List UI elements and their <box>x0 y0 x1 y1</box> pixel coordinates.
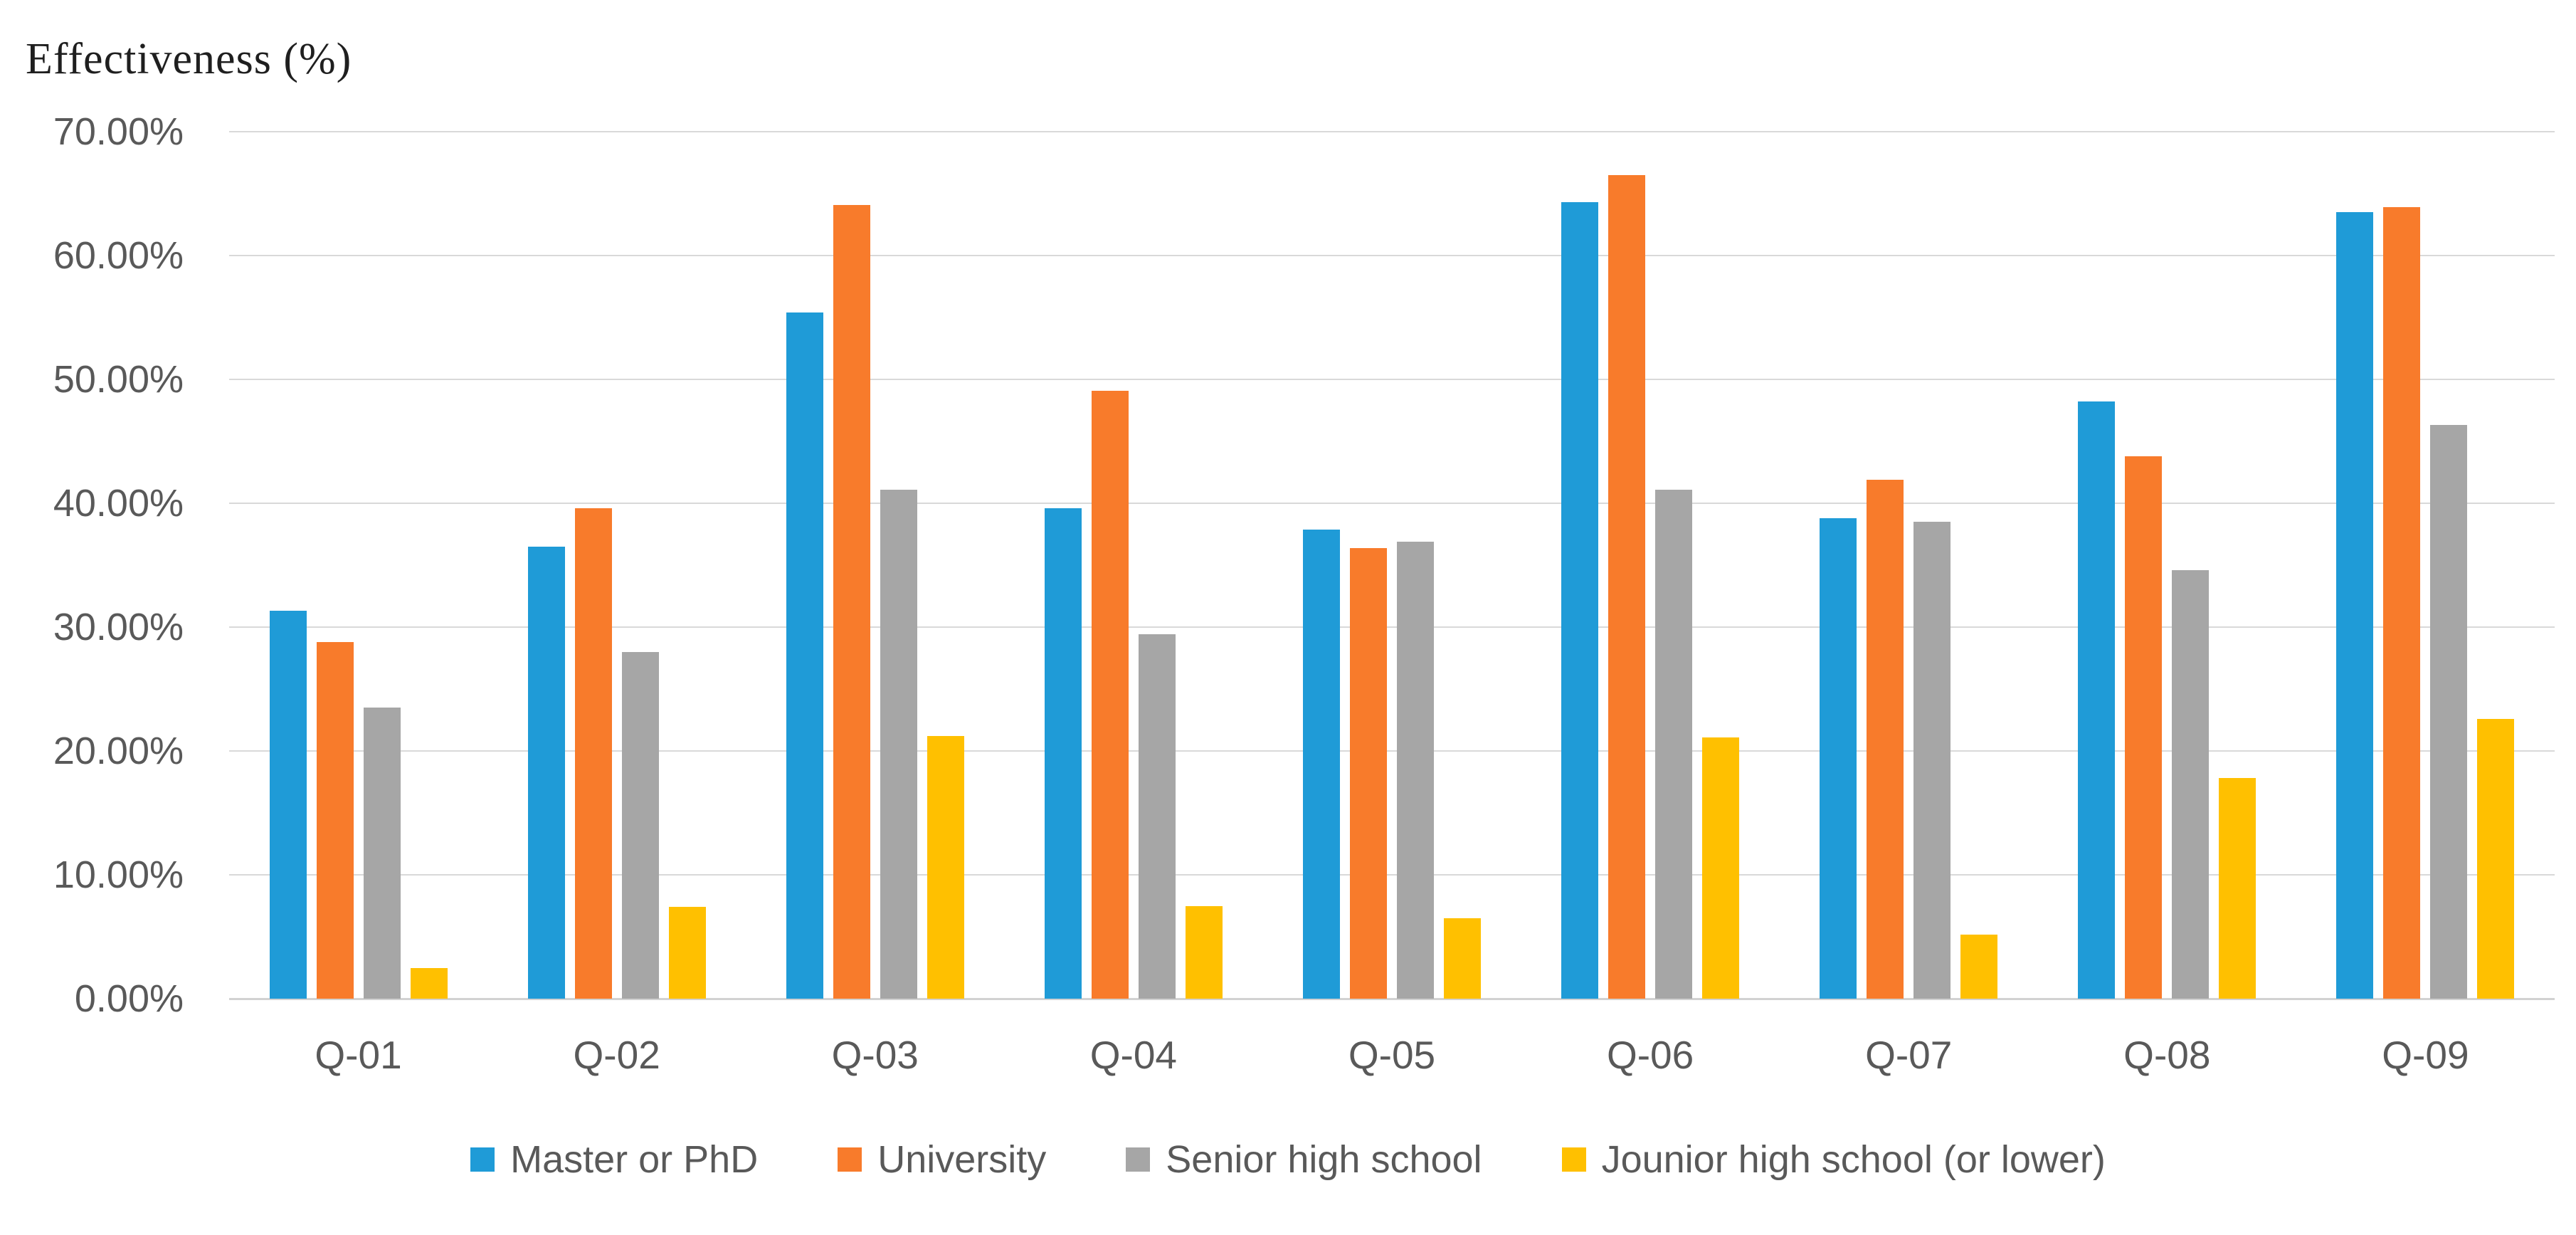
bar-jounior-high-school-or-lower-q-07 <box>1960 934 1998 999</box>
x-tick-label-q-07: Q-07 <box>1865 1033 1953 1077</box>
legend: Master or PhD University Senior high schoo… <box>0 1137 2576 1182</box>
bar-group-q-05 <box>1262 132 1521 999</box>
legend-swatch-master-or-phd <box>470 1147 495 1172</box>
bar-master-or-phd-q-01 <box>269 611 307 999</box>
y-tick-label: 20.00% <box>53 730 184 772</box>
bar-university-q-08 <box>2125 456 2163 999</box>
bar-jounior-high-school-or-lower-q-03 <box>927 736 964 999</box>
y-axis-title: Effectiveness (%) <box>26 35 352 83</box>
y-tick-label: 70.00% <box>53 110 184 153</box>
y-axis-tick-labels: 70.00% 60.00% 50.00% 40.00% 30.00% 20.00% 10.0… <box>28 110 184 1020</box>
bar-groups <box>229 132 2555 999</box>
bar-senior-high-school-q-04 <box>1138 634 1176 999</box>
x-tick-label-q-01: Q-01 <box>315 1033 402 1077</box>
bar-senior-high-school-q-07 <box>1913 522 1951 999</box>
bar-jounior-high-school-or-lower-q-08 <box>2219 778 2256 999</box>
x-tick-label-q-04: Q-04 <box>1089 1033 1178 1077</box>
legend-label: Jounior high school (or lower) <box>1601 1138 2106 1181</box>
bar-university-q-06 <box>1608 174 1646 999</box>
bar-university-q-09 <box>2383 207 2421 999</box>
y-tick-label: 40.00% <box>53 482 184 525</box>
gridline <box>229 874 2555 876</box>
bar-university-q-01 <box>316 641 354 999</box>
legend-label: Master or PhD <box>510 1138 759 1181</box>
bar-senior-high-school-q-06 <box>1655 489 1693 999</box>
bar-group-q-07 <box>1780 132 2038 999</box>
bar-master-or-phd-q-02 <box>527 546 565 999</box>
x-tick-label-q-03: Q-03 <box>831 1033 919 1077</box>
bar-jounior-high-school-or-lower-q-05 <box>1443 918 1481 999</box>
bar-jounior-high-school-or-lower-q-01 <box>410 967 448 999</box>
y-tick-label: 0.00% <box>74 977 184 1020</box>
bar-senior-high-school-q-02 <box>621 651 659 999</box>
bar-university-q-05 <box>1349 547 1387 999</box>
bar-group-q-01 <box>229 132 487 999</box>
plot-area <box>229 131 2555 1000</box>
bar-group-q-03 <box>746 132 1004 999</box>
bar-senior-high-school-q-09 <box>2430 425 2468 999</box>
legend-item-university: University <box>838 1137 1046 1182</box>
bar-master-or-phd-q-04 <box>1044 508 1082 999</box>
bar-university-q-07 <box>1867 479 1904 999</box>
legend-swatch-senior-high-school <box>1126 1147 1151 1172</box>
gridline <box>229 254 2555 256</box>
y-tick-label: 30.00% <box>53 606 184 648</box>
x-tick-label-q-05: Q-05 <box>1348 1033 1436 1077</box>
bar-university-q-03 <box>833 204 870 999</box>
legend-swatch-university <box>838 1147 862 1172</box>
gridline <box>229 626 2555 628</box>
legend-item-jounior-high-school-or-lower: Jounior high school (or lower) <box>1561 1137 2106 1182</box>
bar-senior-high-school-q-01 <box>363 708 401 999</box>
bar-senior-high-school-q-08 <box>2172 569 2210 999</box>
x-tick-label-q-02: Q-02 <box>573 1033 660 1077</box>
bar-jounior-high-school-or-lower-q-09 <box>2477 718 2515 999</box>
bar-master-or-phd-q-03 <box>786 312 823 999</box>
bar-group-q-06 <box>1521 132 1780 999</box>
bar-university-q-02 <box>574 508 612 999</box>
y-tick-label: 60.00% <box>53 234 184 277</box>
x-tick-label-q-06: Q-06 <box>1606 1033 1694 1077</box>
bar-group-q-08 <box>2038 132 2296 999</box>
gridline <box>229 131 2555 132</box>
bar-master-or-phd-q-05 <box>1302 529 1340 999</box>
gridlines <box>229 131 2555 1000</box>
gridline <box>229 378 2555 380</box>
bar-jounior-high-school-or-lower-q-04 <box>1185 905 1223 999</box>
legend-item-master-or-phd: Master or PhD <box>470 1137 758 1182</box>
bar-master-or-phd-q-09 <box>2336 212 2374 999</box>
bar-group-q-02 <box>487 132 746 999</box>
legend-item-senior-high-school: Senior high school <box>1126 1137 1482 1182</box>
bar-master-or-phd-q-08 <box>2078 401 2116 999</box>
gridline <box>229 503 2555 504</box>
y-tick-label: 10.00% <box>53 853 184 896</box>
bar-senior-high-school-q-05 <box>1396 541 1434 999</box>
bar-master-or-phd-q-07 <box>1820 517 1857 999</box>
legend-label: Senior high school <box>1166 1138 1482 1181</box>
bar-jounior-high-school-or-lower-q-06 <box>1702 737 1740 999</box>
legend-label: University <box>877 1138 1047 1181</box>
bar-senior-high-school-q-03 <box>880 489 917 999</box>
y-tick-label: 50.00% <box>53 358 184 401</box>
gridline <box>229 750 2555 752</box>
x-tick-label-q-09: Q-09 <box>2382 1033 2469 1077</box>
bar-jounior-high-school-or-lower-q-02 <box>668 907 706 999</box>
bar-group-q-04 <box>1004 132 1262 999</box>
x-tick-label-q-08: Q-08 <box>2123 1033 2211 1077</box>
legend-swatch-jounior-high-school-or-lower <box>1561 1147 1586 1172</box>
bar-group-q-09 <box>2296 132 2555 999</box>
x-axis-tick-labels: Q-01 Q-02 Q-03 Q-04 Q-05 Q-06 Q-07 Q-08 Q-09 <box>229 1032 2555 1078</box>
bar-master-or-phd-q-06 <box>1561 202 1599 999</box>
bar-university-q-04 <box>1091 390 1129 999</box>
x-axis-line <box>229 998 2555 1000</box>
